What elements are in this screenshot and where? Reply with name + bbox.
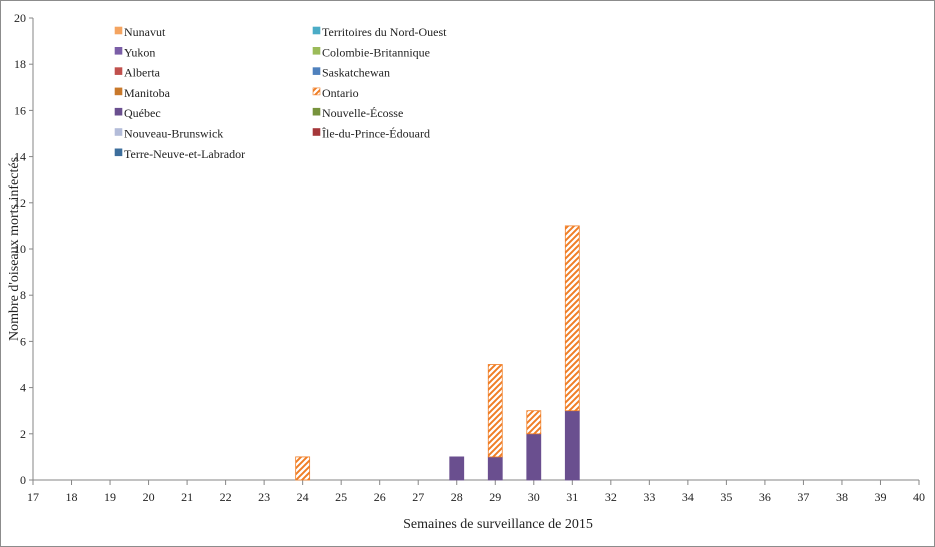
legend-label: Territoires du Nord-Ouest (322, 25, 447, 39)
x-tick-label: 31 (566, 490, 578, 504)
bar-ontario-week-24 (295, 456, 311, 481)
legend-label: Saskatchewan (322, 66, 390, 80)
x-tick-label: 36 (759, 490, 771, 504)
bar-qu-bec-week-28 (449, 456, 465, 481)
y-tick-label: 2 (20, 427, 26, 441)
y-tick-label: 0 (20, 473, 26, 487)
x-tick-label: 34 (682, 490, 694, 504)
y-axis: 0 2 4 6 8 10 12 14 16 18 20 (14, 11, 34, 487)
y-tick-label: 6 (20, 334, 26, 348)
x-tick-label: 33 (643, 490, 655, 504)
legend-swatch (114, 148, 123, 157)
legend-swatch (114, 128, 123, 136)
bar-ontario-week-31 (564, 225, 580, 412)
x-axis: 17 18 19 20 21 22 23 24 25 26 27 28 29 30 31 32 33 34 35 36… (27, 479, 925, 504)
x-tick-label: 26 (374, 490, 386, 504)
bar-qu-bec-week-29 (487, 456, 503, 481)
bar-ontario-week-29 (487, 364, 503, 458)
x-tick-label: 38 (836, 490, 848, 504)
y-tick-label: 8 (20, 288, 26, 302)
legend-label: Île-du-Prince-Édouard (322, 127, 430, 141)
legend-label: Québec (124, 106, 161, 120)
x-tick-label: 40 (913, 490, 925, 504)
y-tick-label: 12 (14, 196, 26, 210)
legend-label: Manitoba (124, 86, 171, 100)
x-tick-label: 28 (451, 490, 463, 504)
legend-swatch (114, 87, 123, 96)
legend-swatch (114, 107, 123, 116)
x-tick-label: 21 (181, 490, 193, 504)
y-tick-label: 18 (14, 57, 26, 71)
legend-label: Yukon (124, 45, 155, 59)
x-axis-title: Semaines de surveillance de 2015 (403, 517, 593, 532)
legend-swatch (114, 26, 123, 35)
legend: Nunavut Territoires du Nord-Ouest Yukon Col… (114, 25, 447, 161)
x-tick-label: 19 (104, 490, 116, 504)
legend-label: Colombie-Britannique (322, 45, 430, 59)
x-tick-label: 23 (258, 490, 270, 504)
x-tick-label: 25 (335, 490, 347, 504)
x-tick-label: 35 (720, 490, 732, 504)
y-axis-title: Nombre d'oiseaux morts infectés (7, 157, 22, 341)
legend-swatch (312, 128, 321, 136)
y-tick-label: 16 (14, 103, 26, 117)
x-tick-label: 27 (412, 490, 424, 504)
legend-label: Nunavut (124, 25, 166, 39)
x-tick-label: 18 (66, 490, 78, 504)
bar-qu-bec-week-31 (564, 410, 580, 481)
legend-swatch (312, 67, 321, 75)
x-tick-label: 32 (605, 490, 617, 504)
legend-swatch (312, 87, 321, 96)
x-tick-label: 24 (297, 490, 309, 504)
legend-swatch (114, 46, 123, 55)
x-tick-label: 30 (528, 490, 540, 504)
bar-qu-bec-week-30 (526, 433, 542, 481)
legend-label: Nouveau-Brunswick (124, 127, 223, 141)
x-tick-label: 20 (143, 490, 155, 504)
legend-swatch (312, 107, 321, 116)
x-tick-label: 17 (27, 490, 39, 504)
legend-swatch (312, 46, 321, 55)
legend-swatch (114, 67, 123, 75)
y-tick-label: 4 (20, 381, 26, 395)
legend-label: Terre-Neuve-et-Labrador (124, 147, 245, 161)
y-tick-label: 20 (14, 11, 26, 25)
bar-ontario-week-30 (526, 410, 542, 435)
x-tick-label: 22 (220, 490, 232, 504)
legend-label: Nouvelle-Écosse (322, 106, 403, 120)
legend-label: Alberta (124, 66, 161, 80)
y-tick-label: 10 (14, 242, 26, 256)
x-tick-label: 37 (797, 490, 809, 504)
x-tick-label: 29 (489, 490, 501, 504)
legend-label: Ontario (322, 86, 359, 100)
y-tick-label: 14 (14, 150, 26, 164)
x-tick-label: 39 (874, 490, 886, 504)
bar-series (295, 225, 580, 481)
legend-swatch (312, 26, 321, 35)
